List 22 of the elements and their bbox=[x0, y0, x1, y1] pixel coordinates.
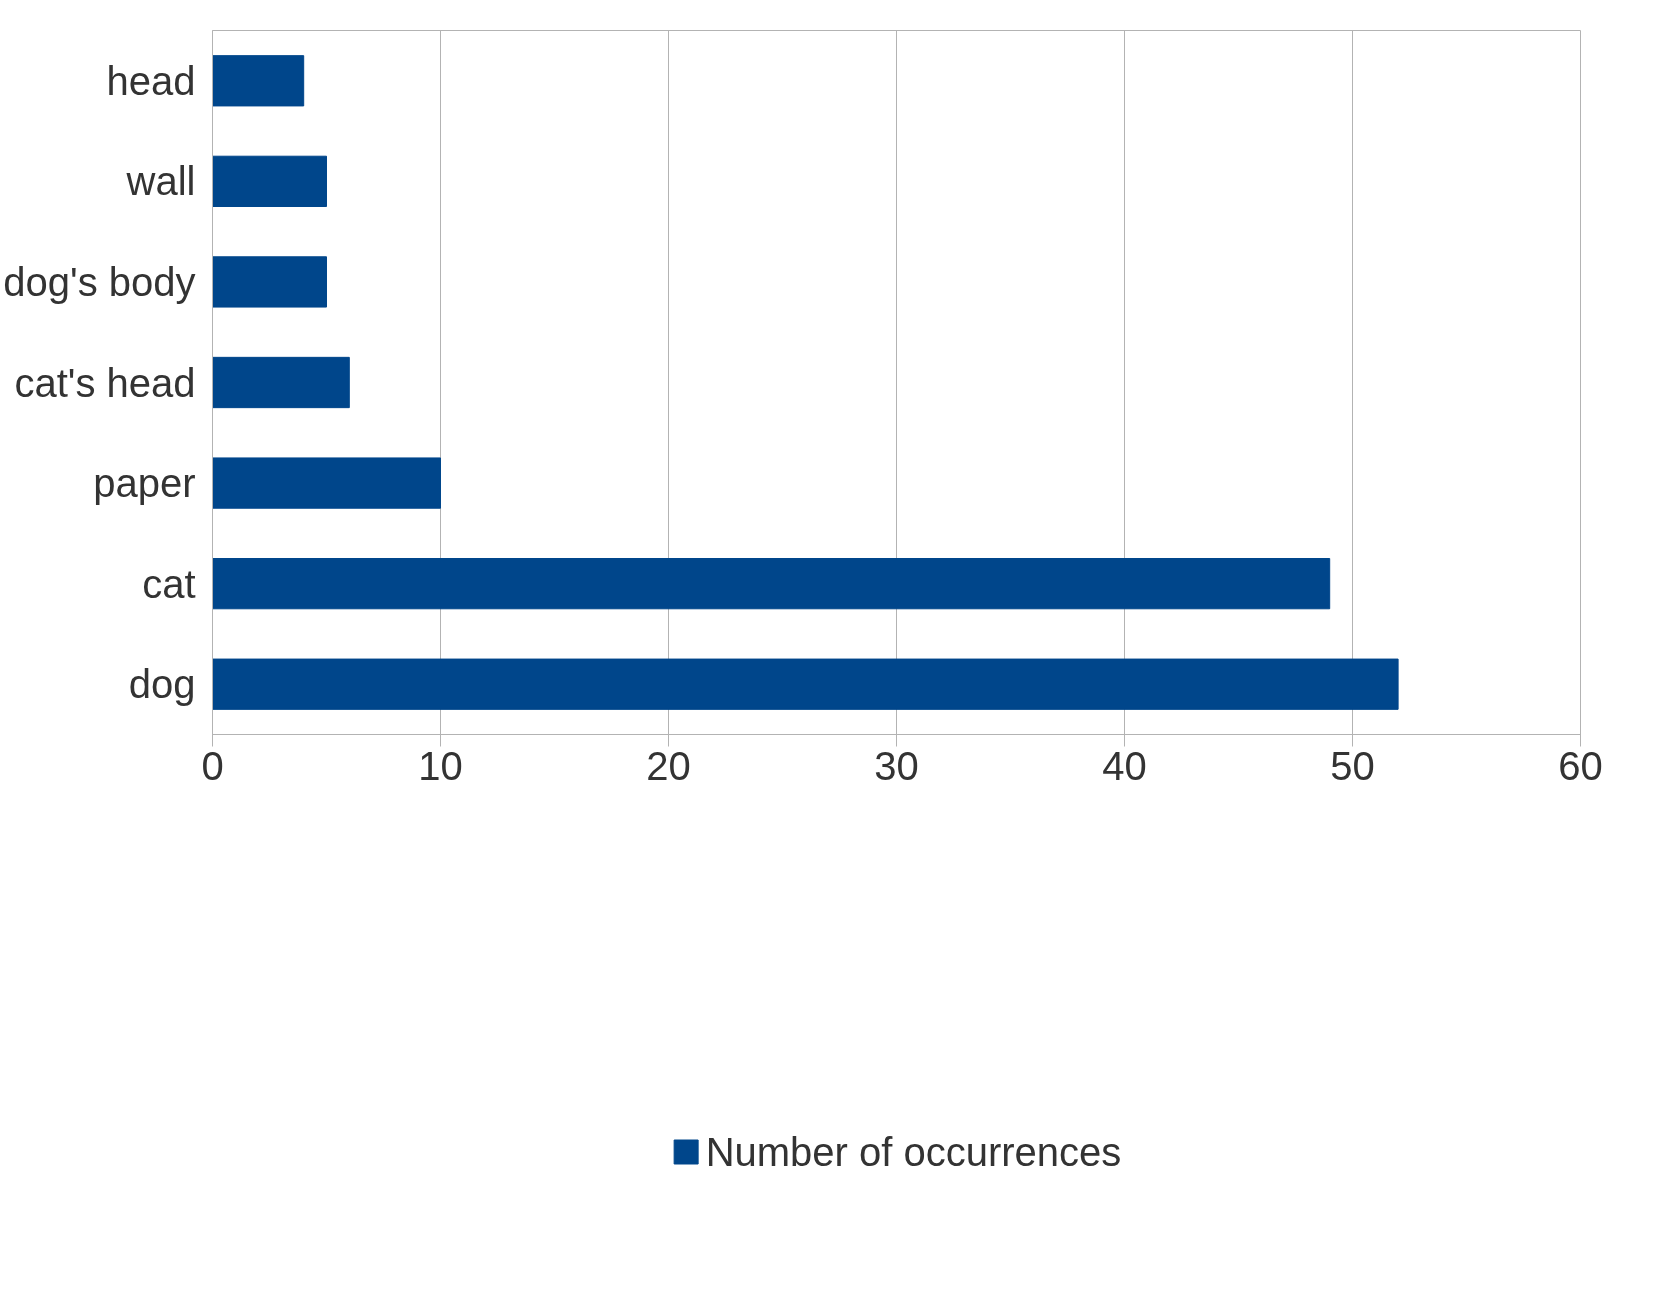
bar bbox=[212, 558, 1331, 610]
x-tick-label: 20 bbox=[646, 743, 691, 788]
x-tick-label: 60 bbox=[1558, 743, 1603, 788]
bar bbox=[212, 658, 1399, 710]
bar bbox=[212, 155, 327, 207]
y-tick-label: cat bbox=[142, 561, 196, 606]
y-tick-label: paper bbox=[93, 461, 196, 506]
bar bbox=[212, 457, 441, 509]
y-tick-label: dog bbox=[128, 662, 196, 707]
x-tick-label: 30 bbox=[874, 743, 919, 788]
bar bbox=[212, 356, 350, 409]
x-tick-label: 10 bbox=[418, 743, 463, 788]
bar bbox=[212, 256, 327, 308]
y-tick-label: dog's body bbox=[3, 259, 196, 304]
x-tick-label: 50 bbox=[1330, 743, 1375, 788]
y-tick-label: wall bbox=[125, 159, 196, 204]
y-tick-label: cat's head bbox=[14, 360, 196, 405]
y-tick-label: head bbox=[106, 58, 196, 103]
legend-label: Number of occurrences bbox=[705, 1129, 1122, 1175]
x-tick-label: 40 bbox=[1102, 743, 1147, 788]
bar bbox=[212, 55, 305, 107]
x-tick-label: 0 bbox=[201, 743, 224, 788]
